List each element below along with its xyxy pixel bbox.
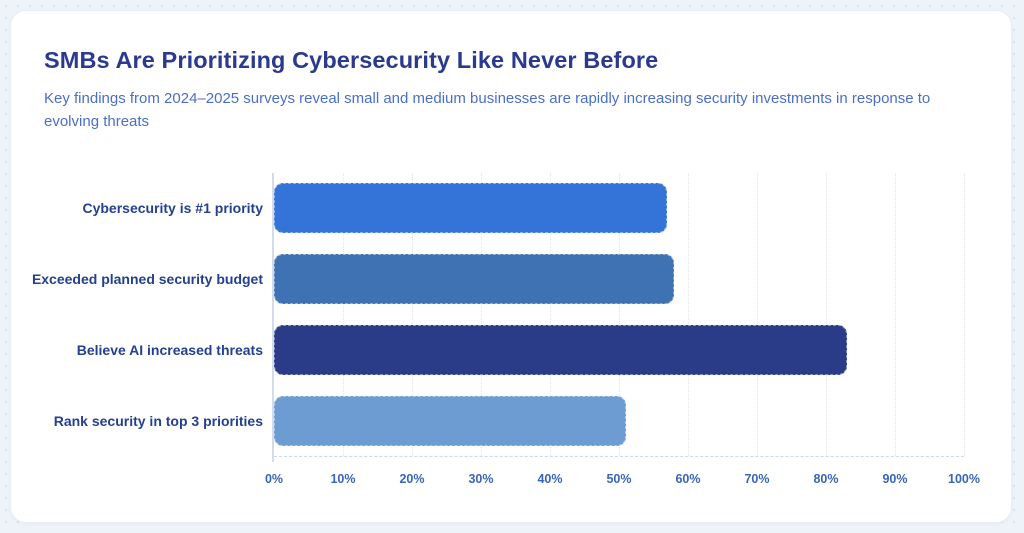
gridline	[688, 173, 689, 456]
gridline	[619, 173, 620, 456]
gridline	[757, 173, 758, 456]
gridline	[826, 173, 827, 456]
x-tick-label: 80%	[813, 472, 839, 486]
chart-title: SMBs Are Prioritizing Cybersecurity Like…	[44, 47, 659, 73]
x-tick-label: 90%	[882, 472, 908, 486]
gridline	[343, 173, 344, 456]
category-label: Exceeded planned security budget	[31, 271, 263, 288]
x-tick-label: 20%	[399, 472, 425, 486]
plot-area: 0% 10% 20% 30% 40% 50% 60% 70% 80% 90% 100%	[265, 173, 980, 486]
x-tick-label: 0%	[264, 472, 284, 486]
x-tick-label: 50%	[606, 472, 632, 486]
gridline	[550, 173, 551, 456]
chart-subtitle: Key findings from 2024–2025 surveys reve…	[44, 90, 931, 130]
bar-chart: Cybersecurity is #1 priority Exceeded pla…	[11, 173, 1013, 513]
chart-bar	[274, 324, 847, 375]
x-tick-label: 30%	[468, 472, 494, 486]
x-tick-label: 40%	[537, 472, 563, 486]
category-labels: Cybersecurity is #1 priority Exceeded pla…	[31, 173, 263, 456]
x-tick-label: 100%	[948, 472, 980, 486]
gridline	[964, 173, 965, 456]
chart-bar	[274, 254, 675, 305]
x-tick-label: 60%	[675, 472, 701, 486]
x-axis-line	[274, 456, 964, 457]
category-label: Rank security in top 3 priorities	[53, 412, 263, 429]
x-tick-label: 70%	[744, 472, 770, 486]
chart-bar	[274, 183, 668, 234]
x-tick-label: 10%	[330, 472, 356, 486]
gridline	[481, 173, 482, 456]
category-label: Believe AI increased threats	[76, 341, 263, 358]
chart-bar	[274, 395, 626, 446]
infographic-card: SMBs Are Prioritizing Cybersecurity Like…	[10, 10, 1012, 523]
category-label: Cybersecurity is #1 priority	[82, 200, 263, 217]
y-axis-tick	[272, 456, 274, 462]
gridline	[412, 173, 413, 456]
gridline	[895, 173, 896, 456]
